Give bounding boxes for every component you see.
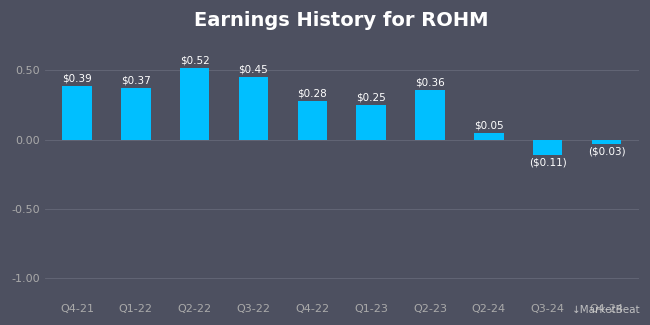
Bar (415, 90, 445, 140)
Bar (62, 86, 92, 140)
Bar (239, 77, 268, 140)
Bar (533, 140, 562, 155)
Text: $0.28: $0.28 (298, 88, 327, 98)
Text: $0.05: $0.05 (474, 120, 504, 130)
Text: $0.36: $0.36 (415, 77, 445, 87)
Text: $0.39: $0.39 (62, 73, 92, 83)
Bar (356, 105, 386, 140)
Bar (592, 140, 621, 144)
Bar (474, 133, 504, 140)
Bar (121, 88, 151, 140)
Bar (180, 68, 209, 140)
Text: $0.25: $0.25 (356, 93, 386, 103)
Text: $0.37: $0.37 (121, 76, 151, 86)
Text: ($0.11): ($0.11) (529, 158, 567, 167)
Text: $0.45: $0.45 (239, 65, 268, 75)
Text: $0.52: $0.52 (180, 55, 209, 65)
Text: ($0.03): ($0.03) (588, 146, 625, 156)
Title: Earnings History for ROHM: Earnings History for ROHM (194, 11, 489, 30)
Bar (298, 101, 327, 140)
Text: ↓MarketBeat: ↓MarketBeat (571, 305, 640, 315)
